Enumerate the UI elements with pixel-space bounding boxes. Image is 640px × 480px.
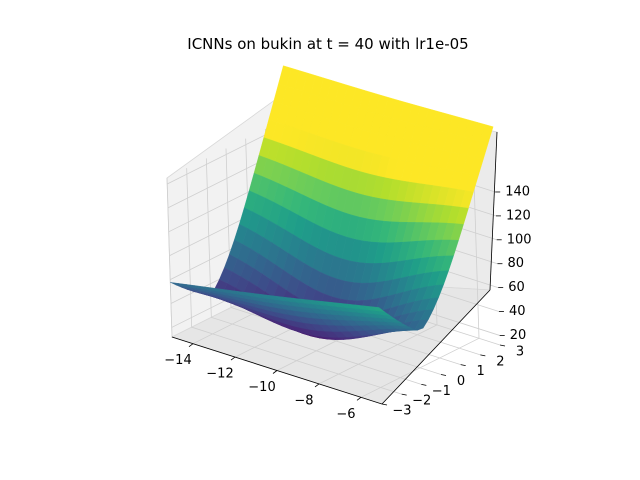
x-axis-ticks: −14 −12 −10 −8 −6 xyxy=(164,343,362,422)
z-tick-label-6: 140 xyxy=(505,184,530,199)
x-tick-1 xyxy=(230,356,236,361)
y-tick-label-5: 2 xyxy=(496,354,504,369)
x-tick-0 xyxy=(188,343,194,348)
x-tick-label-4: −6 xyxy=(336,407,355,422)
chart-title: ICNNs on bukin at t = 40 with lr1e-05 xyxy=(187,35,468,53)
z-axis-ticks: 20 40 60 80 100 120 140 xyxy=(495,184,532,343)
x-tick-label-1: −12 xyxy=(206,367,233,382)
grid-y-1 xyxy=(186,168,402,395)
surface xyxy=(170,65,494,340)
y-tick-label-6: 3 xyxy=(516,345,524,360)
x-tick-label-3: −8 xyxy=(294,393,313,408)
z-axis-line xyxy=(489,131,498,291)
y-tick-5 xyxy=(480,354,486,357)
y-axis-line xyxy=(381,289,491,405)
z-tick-label-3: 80 xyxy=(507,256,524,271)
y-tick-label-4: 1 xyxy=(477,364,485,379)
y-tick-label-3: 0 xyxy=(457,374,465,389)
x-tick-label-0: −14 xyxy=(164,353,191,368)
z-tick-label-1: 40 xyxy=(509,304,526,319)
x-tick-4 xyxy=(356,396,362,401)
grid-y-3 xyxy=(225,148,442,375)
y-tick-4 xyxy=(460,364,466,367)
z-tick-label-4: 100 xyxy=(507,232,532,247)
y-tick-6 xyxy=(499,344,506,347)
z-tick-label-0: 20 xyxy=(510,328,527,343)
y-tick-3 xyxy=(440,374,447,376)
y-tick-label-0: −3 xyxy=(392,404,411,419)
x-tick-2 xyxy=(272,370,278,374)
surface-cell-25-0 xyxy=(370,306,386,312)
x-tick-3 xyxy=(314,383,320,388)
x-tick-label-2: −10 xyxy=(248,380,275,395)
grid-y-2 xyxy=(205,158,422,385)
y-tick-label-1: −2 xyxy=(412,394,431,409)
z-tick-label-5: 120 xyxy=(506,208,531,223)
y-tick-label-2: −1 xyxy=(432,384,451,399)
y-tick-0 xyxy=(381,403,388,406)
z-tick-label-2: 60 xyxy=(508,280,525,295)
y-tick-1 xyxy=(401,393,407,396)
y-tick-2 xyxy=(421,383,427,386)
